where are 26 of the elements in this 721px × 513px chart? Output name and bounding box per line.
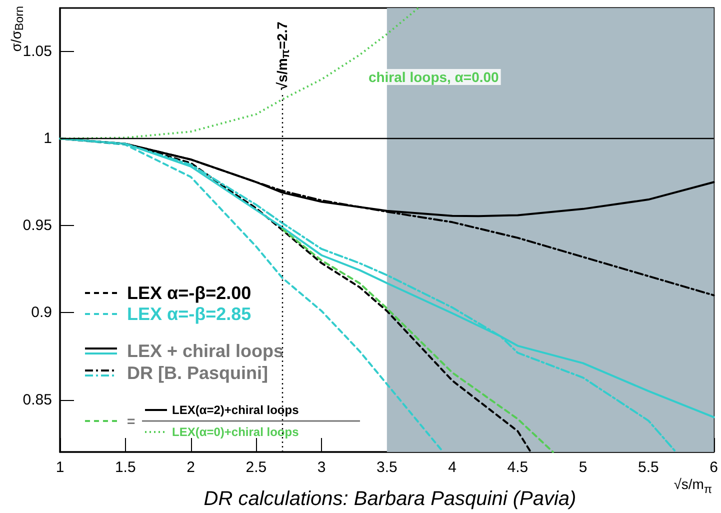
- y-tick-label: 1: [44, 130, 52, 148]
- x-tick-label: 3: [317, 459, 326, 476]
- x-axis-title: √s/m$_{π}$: [674, 476, 712, 496]
- annotation: LEX(α=0)+chiral loops: [172, 425, 300, 439]
- x-tick-label: 6: [710, 459, 718, 476]
- x-tick-label: 2: [186, 459, 195, 476]
- legend-label: DR [B. Pasquini]: [127, 363, 268, 383]
- x-tick-label: 1.5: [114, 459, 136, 476]
- x-tick-label: 4.5: [507, 459, 528, 476]
- x-tick-label: 1: [56, 459, 64, 476]
- y-tick-label: 0.95: [22, 217, 52, 234]
- series-label: chiral loops, α=0.00: [368, 69, 500, 86]
- annotation: LEX(α=2)+chiral loops: [172, 403, 300, 417]
- y-tick-label: 1.05: [22, 43, 52, 60]
- annotation: =: [127, 413, 136, 429]
- x-tick-label: 2.5: [246, 459, 267, 476]
- y-tick-label: 0.85: [22, 391, 52, 408]
- x-tick-label: 4: [448, 459, 456, 476]
- legend-label: LEX + chiral loops: [127, 341, 284, 361]
- x-tick-label: 5: [578, 459, 588, 476]
- y-tick-label: 0.9: [31, 304, 52, 322]
- x-tick-label: 5.5: [638, 459, 659, 476]
- legend-label: LEX α=-β=2.85: [127, 304, 252, 324]
- text: DR calculations: Barbara Pasquini (Pavia): [204, 488, 576, 510]
- legend-label: LEX α=-β=2.00: [127, 283, 252, 303]
- x-tick-label: 3.5: [376, 459, 398, 476]
